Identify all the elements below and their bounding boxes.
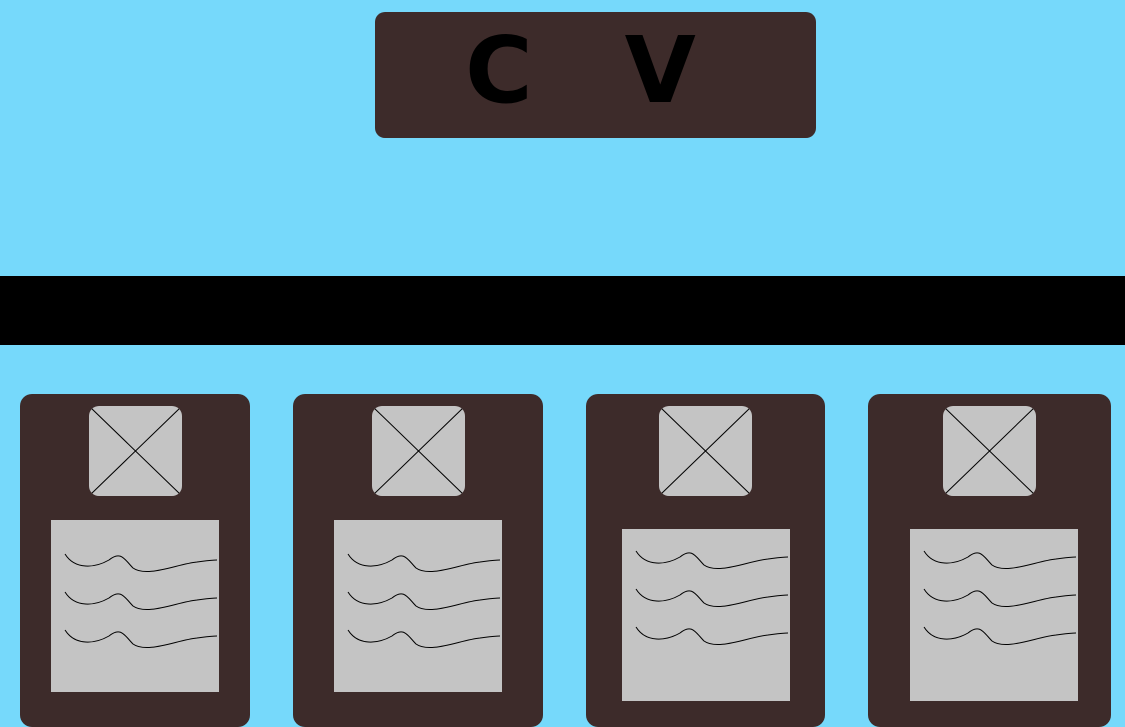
card[interactable] [586, 394, 825, 727]
text-placeholder [51, 520, 219, 692]
divider-bar [0, 276, 1125, 345]
image-placeholder-icon [372, 406, 465, 496]
text-lines-icon [64, 553, 218, 649]
card[interactable] [868, 394, 1111, 727]
card[interactable] [20, 394, 250, 727]
text-lines-icon [923, 550, 1077, 646]
text-placeholder [910, 529, 1078, 701]
header-box: C V [375, 12, 816, 138]
image-placeholder-icon [659, 406, 752, 496]
card[interactable] [293, 394, 543, 727]
image-placeholder-icon [89, 406, 182, 496]
text-placeholder [622, 529, 790, 701]
image-placeholder-icon [943, 406, 1036, 496]
text-lines-icon [635, 550, 789, 646]
text-placeholder [334, 520, 502, 692]
text-lines-icon [347, 553, 501, 649]
header-title: C V [465, 17, 726, 124]
